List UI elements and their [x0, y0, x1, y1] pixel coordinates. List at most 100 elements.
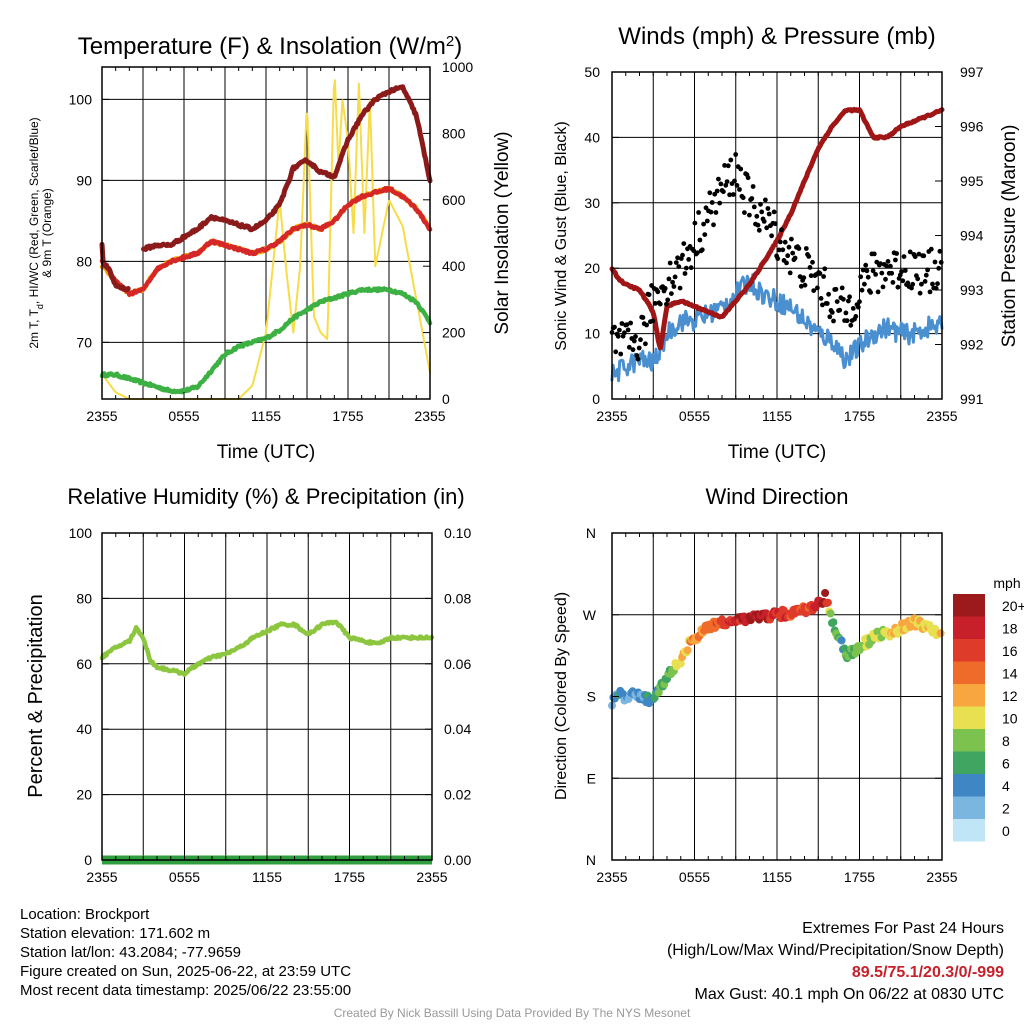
gust-point — [615, 333, 621, 339]
gust-point — [865, 274, 871, 280]
gust-point — [682, 271, 688, 276]
gust-point — [709, 200, 715, 205]
gust-point — [745, 175, 751, 181]
elevation-text: Station elevation: 171.602 m — [20, 925, 211, 942]
gust-point — [857, 299, 862, 305]
y-tick-label: 90 — [76, 172, 92, 188]
gust-point — [782, 239, 788, 245]
y-tick-label: 0 — [84, 852, 92, 868]
gust-point — [665, 297, 671, 303]
gust-point — [769, 233, 774, 239]
y2-tick-label: 994 — [960, 228, 984, 244]
gust-point — [643, 341, 648, 347]
gust-point — [692, 220, 698, 226]
x-tick-label: 1755 — [844, 869, 875, 885]
gust-point — [777, 239, 783, 245]
gust-point — [893, 257, 898, 263]
extremes-subtitle: (High/Low/Max Wind/Precipitation/Snow De… — [666, 942, 1004, 959]
series-dewpoint — [99, 286, 433, 395]
legend-label: 2 — [1002, 801, 1010, 817]
gust-point — [895, 284, 901, 290]
x-tick-label: 2355 — [596, 408, 627, 424]
gust-point — [725, 163, 731, 169]
gust-point — [677, 285, 683, 291]
y2-tick-label: 996 — [960, 119, 984, 135]
gust-point — [901, 254, 907, 259]
gust-point — [839, 285, 845, 291]
y2-tick-label: 0 — [442, 391, 450, 407]
gust-point — [883, 276, 888, 282]
gust-point — [850, 306, 856, 311]
max-gust-text: Max Gust: 40.1 mph On 06/22 at 0830 UTC — [694, 986, 1005, 1003]
gust-point — [686, 257, 692, 262]
gust-point — [811, 288, 817, 293]
gust-point — [765, 206, 771, 211]
gust-point — [873, 272, 878, 277]
x-tick-label: 2355 — [414, 408, 445, 424]
gust-point — [860, 267, 866, 273]
y-tick-label: 50 — [584, 64, 600, 80]
gust-point — [919, 281, 924, 287]
gust-point — [921, 253, 927, 259]
gust-point — [718, 181, 724, 187]
gust-point — [625, 327, 631, 333]
gust-point — [853, 314, 859, 319]
gust-point — [635, 356, 641, 362]
gust-point — [787, 270, 793, 276]
location-text: Location: Brockport — [20, 906, 150, 923]
gust-point — [798, 283, 804, 289]
y2-tick-label: 600 — [442, 192, 466, 208]
gust-point — [910, 281, 916, 287]
legend-swatch — [953, 684, 985, 707]
legend-swatch — [953, 594, 985, 617]
y-tick-label: 20 — [76, 787, 92, 803]
gust-point — [923, 272, 929, 278]
gust-point — [750, 184, 756, 189]
gust-point — [617, 327, 622, 333]
gust-point — [699, 247, 705, 253]
humidity-x-axis: 2355 0555 1155 1755 2355 — [86, 533, 448, 885]
gust-point — [863, 262, 869, 268]
direction-x-axis: 2355 0555 1155 1755 2355 — [596, 533, 958, 885]
x-tick-label: 1755 — [334, 869, 365, 885]
gust-point — [899, 269, 904, 274]
gust-point — [688, 265, 694, 271]
gust-point — [644, 322, 649, 328]
y-tick-label: 30 — [584, 195, 600, 211]
gust-point — [740, 195, 746, 201]
y2-tick-label: 400 — [442, 258, 466, 274]
gust-point — [776, 247, 782, 253]
gust-point — [672, 274, 678, 280]
gust-point — [907, 249, 913, 255]
gust-point — [701, 221, 706, 227]
gust-point — [889, 270, 895, 276]
gust-point — [894, 251, 899, 256]
gust-point — [822, 266, 828, 272]
legend-swatch — [953, 796, 985, 819]
gust-point — [766, 211, 772, 217]
legend-swatch — [953, 819, 985, 842]
temperature-x-axis: 2355 0555 1155 1755 2355 — [86, 67, 446, 424]
gust-point — [905, 280, 911, 286]
legend-swatch — [953, 751, 985, 774]
y2-tick-label: 992 — [960, 337, 984, 353]
station-info: Location: Brockport Station elevation: 1… — [20, 905, 351, 1000]
direction-point — [676, 659, 685, 668]
gust-point — [815, 285, 820, 291]
gust-point — [755, 222, 761, 228]
y2-tick-label: 800 — [442, 125, 466, 141]
gust-point — [683, 265, 689, 271]
legend-label: 12 — [1002, 688, 1018, 704]
gust-point — [756, 227, 762, 233]
x-tick-label: 2355 — [596, 869, 627, 885]
gust-point — [733, 152, 739, 157]
gust-point — [885, 259, 891, 264]
gust-point — [711, 222, 716, 228]
extremes-panel: Extremes For Past 24 Hours (High/Low/Max… — [667, 918, 1004, 1006]
gust-point — [704, 218, 710, 224]
y-tick-label: N — [586, 852, 596, 868]
gust-point — [618, 351, 624, 357]
winds-chart-title: Winds (mph) & Pressure (mb) — [618, 23, 935, 50]
y-tick-label: 80 — [76, 590, 92, 606]
gust-point — [622, 330, 627, 336]
